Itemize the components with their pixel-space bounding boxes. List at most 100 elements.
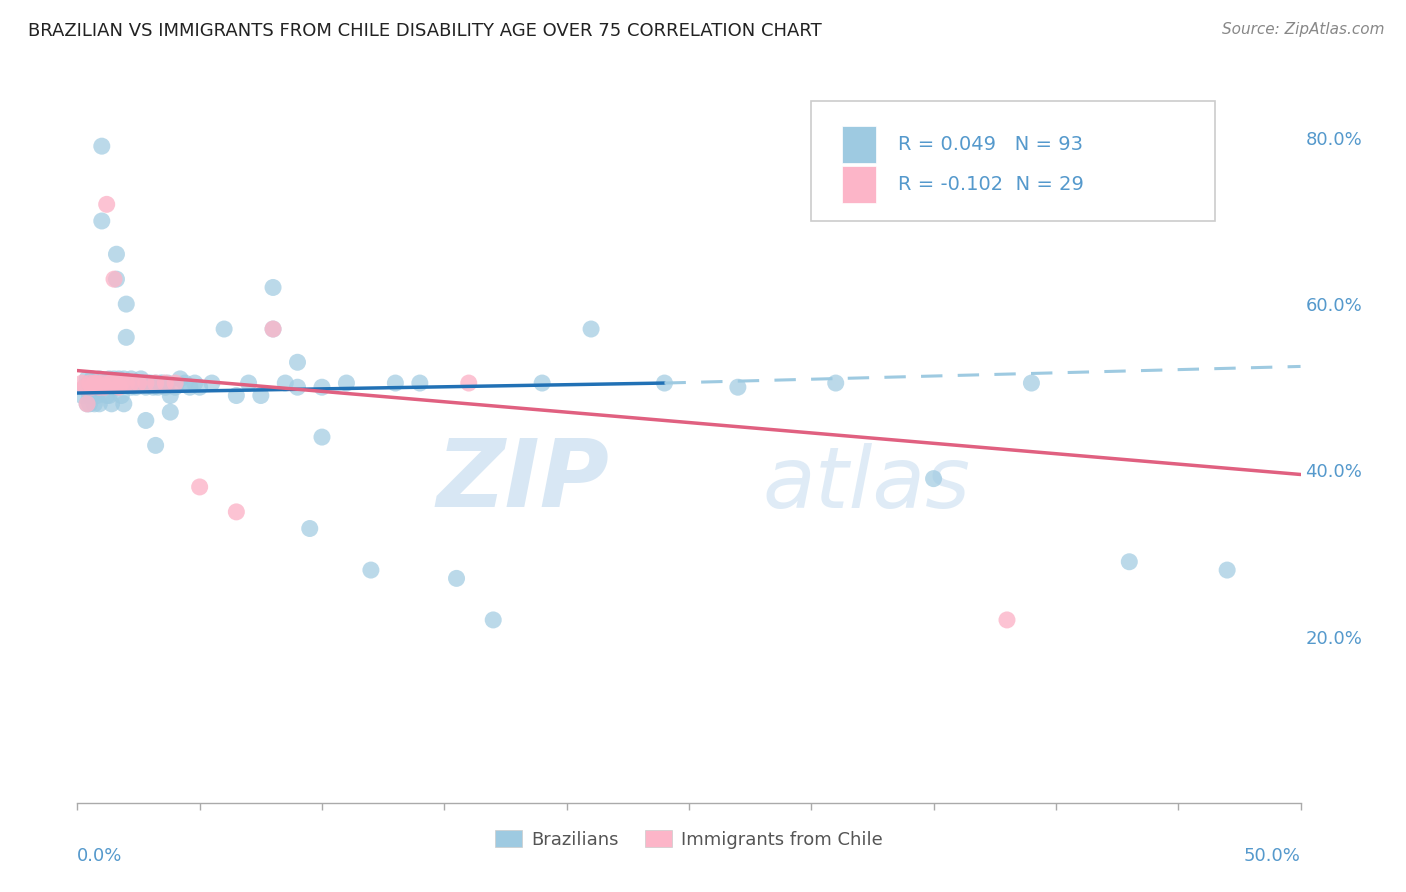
Point <box>127 376 149 390</box>
Text: R = -0.102  N = 29: R = -0.102 N = 29 <box>898 175 1084 194</box>
Text: 50.0%: 50.0% <box>1244 847 1301 864</box>
Point <box>824 376 846 390</box>
Point <box>384 376 406 390</box>
Point <box>120 372 142 386</box>
Point <box>108 380 131 394</box>
Point <box>184 376 207 390</box>
Point <box>152 376 174 390</box>
Point <box>360 563 382 577</box>
Point <box>287 355 309 369</box>
Point <box>93 380 115 394</box>
Point <box>80 380 103 394</box>
Point <box>118 376 141 390</box>
Text: Source: ZipAtlas.com: Source: ZipAtlas.com <box>1222 22 1385 37</box>
Point <box>96 197 118 211</box>
Point <box>100 376 122 390</box>
Point <box>90 376 112 390</box>
Point <box>96 388 118 402</box>
Point <box>159 405 181 419</box>
Point <box>135 380 157 394</box>
FancyBboxPatch shape <box>811 101 1215 221</box>
Point <box>76 372 98 386</box>
Point <box>127 376 149 390</box>
Point <box>155 380 177 394</box>
Point <box>335 376 357 390</box>
Point <box>274 376 297 390</box>
Point <box>132 376 155 390</box>
Point <box>727 380 749 394</box>
Point <box>79 397 101 411</box>
Point <box>110 376 132 390</box>
Point <box>83 397 105 411</box>
Point <box>89 380 111 394</box>
Point <box>129 372 152 386</box>
Point <box>922 472 945 486</box>
Point <box>142 380 165 394</box>
Point <box>654 376 676 390</box>
Text: ZIP: ZIP <box>436 435 609 527</box>
Point <box>169 372 191 386</box>
Point <box>110 388 132 402</box>
Point <box>103 380 125 394</box>
Point <box>125 380 148 394</box>
Point <box>115 330 138 344</box>
Point <box>311 380 333 394</box>
Point <box>262 322 284 336</box>
Point <box>80 388 103 402</box>
Point <box>409 376 432 390</box>
Point <box>225 388 247 402</box>
Point <box>1216 563 1239 577</box>
Point <box>146 380 169 394</box>
Point <box>93 380 115 394</box>
Point <box>145 376 167 390</box>
Point <box>115 297 138 311</box>
Point <box>79 388 101 402</box>
Point <box>86 388 108 402</box>
Point <box>165 380 187 394</box>
Point <box>136 376 159 390</box>
Point <box>287 380 309 394</box>
Point <box>108 372 131 386</box>
Point <box>105 247 128 261</box>
Point <box>156 376 179 390</box>
Point <box>105 272 128 286</box>
Text: 0.0%: 0.0% <box>77 847 122 864</box>
Point <box>201 376 224 390</box>
Point <box>179 380 201 394</box>
Point <box>89 372 111 386</box>
Point <box>122 376 145 390</box>
Point <box>531 376 554 390</box>
Point <box>159 388 181 402</box>
Point <box>76 397 98 411</box>
FancyBboxPatch shape <box>842 167 876 203</box>
Point <box>83 376 105 390</box>
Point <box>90 214 112 228</box>
Point <box>112 397 135 411</box>
Point <box>149 376 172 390</box>
Point <box>86 376 108 390</box>
Point <box>145 376 167 390</box>
Point <box>110 376 132 390</box>
Point <box>86 376 108 390</box>
Point <box>212 322 235 336</box>
Point <box>238 376 260 390</box>
Point <box>100 376 122 390</box>
Point <box>90 139 112 153</box>
Point <box>1021 376 1043 390</box>
Point <box>76 397 98 411</box>
Point <box>155 376 177 390</box>
Point <box>98 376 121 390</box>
Point <box>135 376 157 390</box>
Point <box>89 397 111 411</box>
Text: atlas: atlas <box>762 443 970 526</box>
Point <box>145 438 167 452</box>
Point <box>120 376 142 390</box>
Point <box>80 372 103 386</box>
Point <box>311 430 333 444</box>
Point <box>174 376 197 390</box>
Point <box>100 397 122 411</box>
Point <box>79 376 101 390</box>
Point <box>103 372 125 386</box>
Point <box>112 372 135 386</box>
Point <box>70 376 93 390</box>
